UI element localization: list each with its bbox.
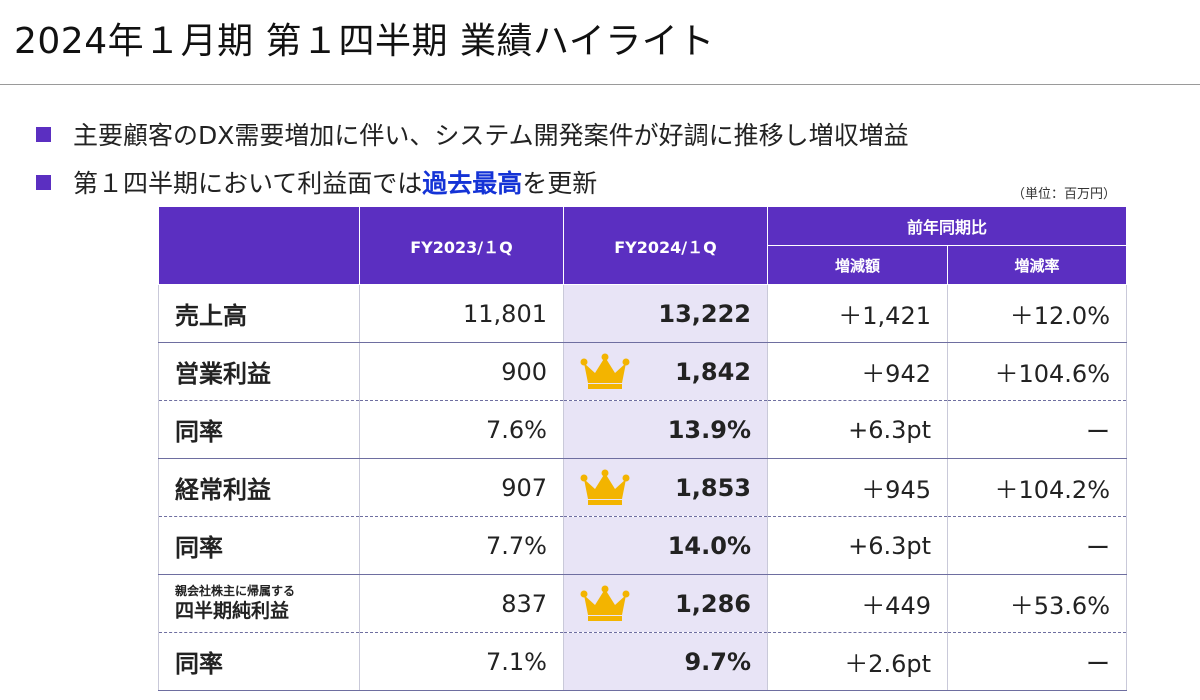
prev-value: 837 — [359, 574, 564, 633]
table-row-operating-margin: 同率 7.6% 13.9% +6.3pt ー — [158, 400, 1128, 459]
prev-value: 7.1% — [359, 632, 564, 691]
change-rate: ー — [946, 632, 1128, 691]
prev-value: 11,801 — [359, 284, 564, 343]
bullet-text-pre: 第１四半期において利益面では — [73, 169, 423, 198]
change-rate: ＋104.6% — [946, 342, 1128, 401]
change-amount: ＋945 — [767, 458, 948, 517]
row-label: 親会社株主に帰属する 四半期純利益 — [158, 574, 360, 633]
header-change-amount: 増減額 — [767, 245, 948, 285]
header-blank — [158, 206, 360, 285]
prev-value: 900 — [359, 342, 564, 401]
title-divider — [0, 84, 1200, 85]
crown-icon — [580, 585, 630, 621]
current-value: 1,853 — [675, 473, 751, 502]
change-amount: ＋1,421 — [767, 284, 948, 343]
prev-value: 907 — [359, 458, 564, 517]
row-label: 同率 — [158, 632, 360, 691]
current-value: 1,286 — [675, 589, 751, 618]
bullet-highlight: 過去最高 — [422, 169, 523, 198]
bullet-square-icon — [36, 174, 51, 190]
current-value: 14.0% — [563, 516, 768, 575]
bullet-item: 第１四半期において利益面では 過去最高 を更新 — [34, 158, 909, 206]
current-cell: 1,853 — [563, 458, 768, 517]
header-yoy: 前年同期比 — [766, 206, 1128, 246]
change-rate: ー — [946, 400, 1128, 459]
row-label: 同率 — [158, 400, 360, 459]
row-label-main: 四半期純利益 — [175, 599, 290, 622]
page-title: 2024年１月期 第１四半期 業績ハイライト — [14, 21, 715, 62]
header-change-rate: 増減率 — [946, 245, 1128, 285]
current-value: 13.9% — [563, 400, 768, 459]
bullet-text: 主要顧客のDX需要増加に伴い、システム開発案件が好調に推移し増収増益 — [73, 121, 909, 150]
table-row-ordinary-margin: 同率 7.7% 14.0% +6.3pt ー — [158, 516, 1128, 575]
current-value: 1,842 — [675, 357, 751, 386]
current-cell: 1,286 — [563, 574, 768, 633]
bullet-text-post: を更新 — [522, 169, 598, 198]
table-row-ordinary-income: 経常利益 907 1,853 ＋945 ＋104.2% — [158, 458, 1128, 517]
table-row-net-income: 親会社株主に帰属する 四半期純利益 837 1,286 ＋449 ＋53.6% — [158, 574, 1128, 633]
row-label: 経常利益 — [158, 458, 360, 517]
change-rate: ＋12.0% — [946, 284, 1128, 343]
table-row-net-margin: 同率 7.1% 9.7% ＋2.6pt ー — [158, 632, 1128, 691]
table-row-sales: 売上高 11,801 13,222 ＋1,421 ＋12.0% — [158, 284, 1128, 343]
current-value: 9.7% — [563, 632, 768, 691]
current-cell: 1,842 — [563, 342, 768, 401]
header-current-period: FY2024/１Q — [563, 206, 768, 285]
row-label: 同率 — [158, 516, 360, 575]
header-prev-period: FY2023/１Q — [359, 206, 564, 285]
crown-icon — [580, 469, 630, 505]
bullet-square-icon — [36, 126, 51, 142]
prev-value: 7.6% — [359, 400, 564, 459]
change-amount: ＋942 — [767, 342, 948, 401]
row-label: 営業利益 — [158, 342, 360, 401]
change-rate: ＋104.2% — [946, 458, 1128, 517]
prev-value: 7.7% — [359, 516, 564, 575]
bullet-item: 主要顧客のDX需要増加に伴い、システム開発案件が好調に推移し増収増益 — [34, 110, 909, 158]
row-label: 売上高 — [158, 284, 360, 343]
change-amount: +6.3pt — [767, 400, 948, 459]
summary-bullets: 主要顧客のDX需要増加に伴い、システム開発案件が好調に推移し増収増益 第１四半期… — [34, 110, 909, 206]
change-amount: ＋449 — [767, 574, 948, 633]
change-rate: ー — [946, 516, 1128, 575]
current-value: 13,222 — [563, 284, 768, 343]
results-table: FY2023/１Q FY2024/１Q 前年同期比 増減額 増減率 売上高 11… — [158, 206, 1128, 691]
change-amount: ＋2.6pt — [767, 632, 948, 691]
row-label-small: 親会社株主に帰属する — [175, 583, 296, 598]
table-row-operating-income: 営業利益 900 1,842 ＋942 ＋104.6% — [158, 342, 1128, 401]
crown-icon — [580, 353, 630, 389]
unit-note: （単位：百万円） — [1012, 187, 1117, 202]
change-rate: ＋53.6% — [946, 574, 1128, 633]
change-amount: +6.3pt — [767, 516, 948, 575]
